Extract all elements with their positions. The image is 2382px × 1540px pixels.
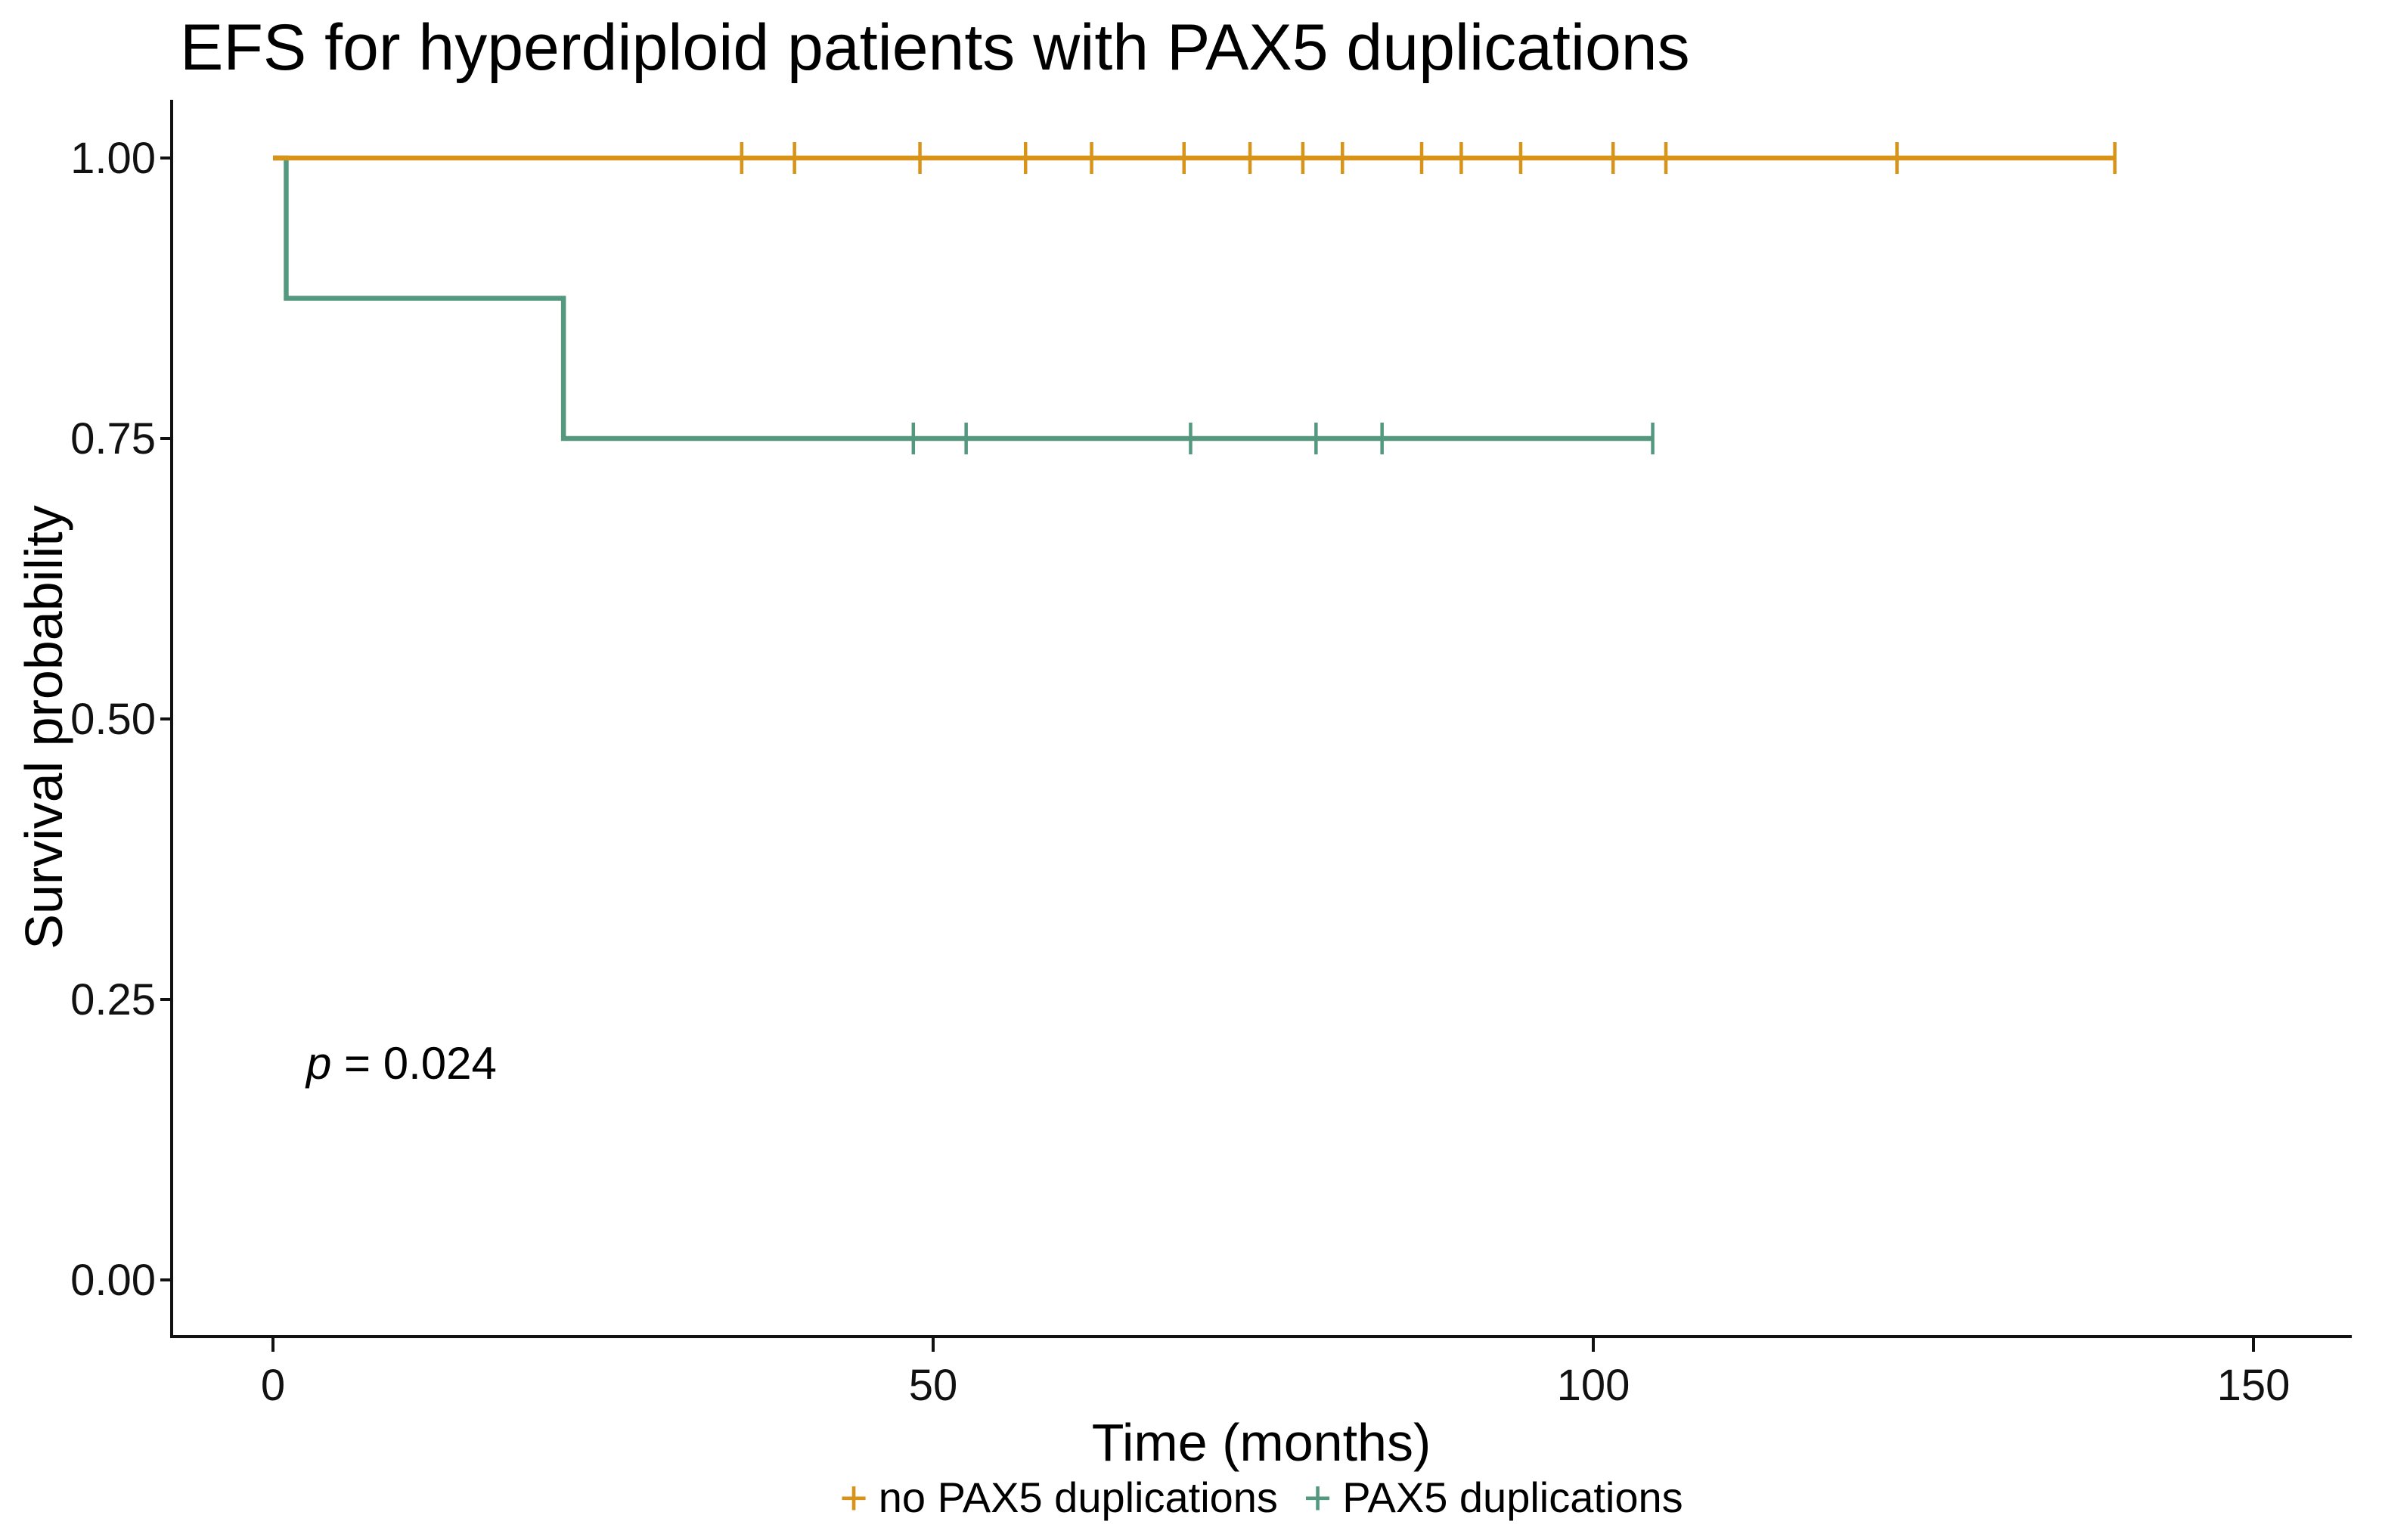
chart-title: EFS for hyperdiploid patients with PAX5 … (180, 11, 1690, 84)
y-tick-label: 0.50 (70, 695, 156, 744)
legend-item-pax5-duplications: + PAX5 duplications (1304, 1473, 1683, 1522)
survival-curve-pax5-duplications (273, 155, 1653, 442)
x-tick-label: 50 (909, 1361, 958, 1410)
p-value-annotation: p = 0.024 (306, 1037, 497, 1089)
x-tick-label: 100 (1557, 1361, 1630, 1410)
legend-label-0: no PAX5 duplications (878, 1473, 1278, 1521)
y-tick-label: 0.00 (70, 1256, 156, 1305)
legend-label-1: PAX5 duplications (1342, 1473, 1683, 1521)
y-tick-label: 0.75 (70, 414, 156, 463)
x-tick-label: 0 (261, 1361, 285, 1410)
x-tick-label: 150 (2217, 1361, 2291, 1410)
legend: + no PAX5 duplications + PAX5 duplicatio… (839, 1473, 1683, 1522)
legend-marker-0: + (839, 1470, 868, 1525)
y-axis-title: Survival probability (14, 505, 73, 950)
y-tick-label: 0.25 (70, 975, 156, 1024)
p-value-text: = 0.024 (331, 1038, 497, 1089)
legend-marker-1: + (1303, 1470, 1332, 1525)
legend-item-no-pax5-duplications: + no PAX5 duplications (839, 1473, 1278, 1522)
p-value-symbol: p (306, 1038, 332, 1089)
y-tick-label: 1.00 (70, 134, 156, 183)
x-axis-title: Time (months) (1091, 1413, 1431, 1472)
